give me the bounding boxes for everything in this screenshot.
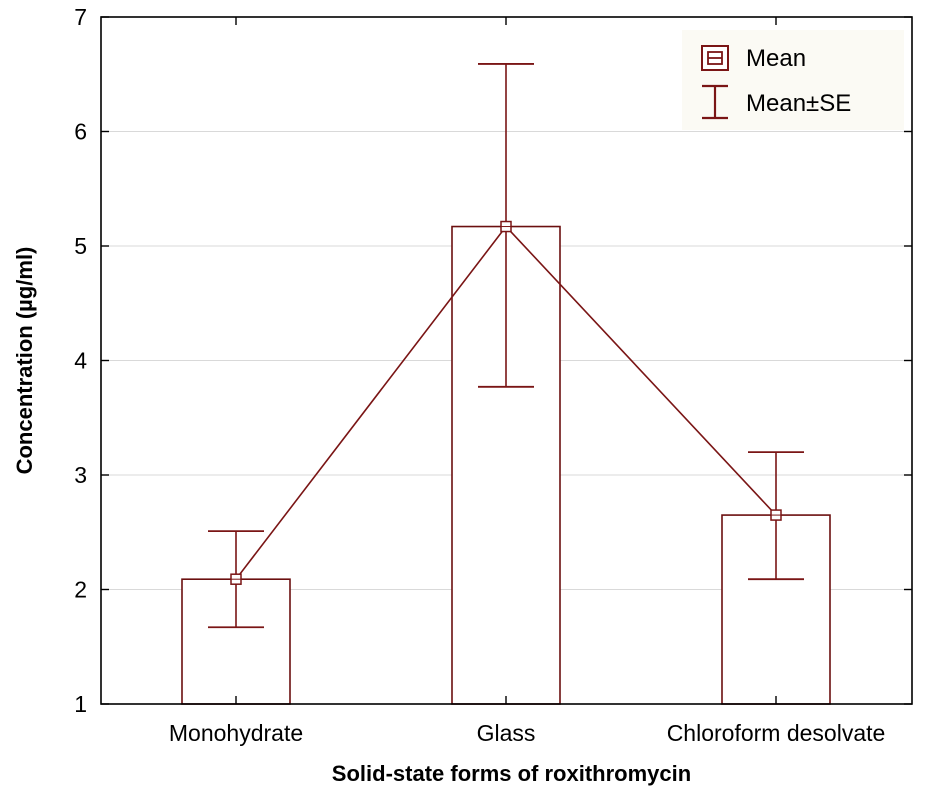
x-tick-label: Glass — [477, 720, 536, 746]
y-tick-label: 6 — [74, 119, 87, 145]
error-bar-layer — [208, 63, 804, 629]
legend-mean-label: Mean — [746, 45, 806, 72]
legend-se-label: Mean±SE — [746, 90, 851, 117]
ticks-layer: 1 2 3 4 5 6 7 Monohydrate Glass Chloroform desolv… — [74, 4, 912, 746]
x-tick-label: Chloroform desolvate — [667, 720, 886, 746]
mean-marker — [770, 509, 782, 521]
y-axis-title: Concentration (µg/ml) — [12, 247, 37, 475]
y-tick-label: 3 — [74, 462, 87, 488]
bars-layer — [181, 225, 831, 705]
x-axis-title: Solid-state forms of roxithromycin — [332, 761, 691, 786]
y-tick-label: 1 — [74, 691, 87, 717]
error-bar-icon — [702, 84, 728, 120]
y-tick-label: 4 — [74, 348, 87, 374]
legend: Mean Mean±SE — [682, 30, 904, 130]
y-tick-label: 2 — [74, 577, 87, 603]
mean-marker-layer — [230, 220, 782, 585]
mean-marker — [500, 220, 512, 233]
x-tick-label: Monohydrate — [169, 720, 303, 746]
mean-marker — [230, 573, 242, 585]
mean-marker-icon — [701, 45, 729, 71]
y-tick-label: 7 — [74, 4, 87, 30]
y-tick-label: 5 — [74, 233, 87, 259]
